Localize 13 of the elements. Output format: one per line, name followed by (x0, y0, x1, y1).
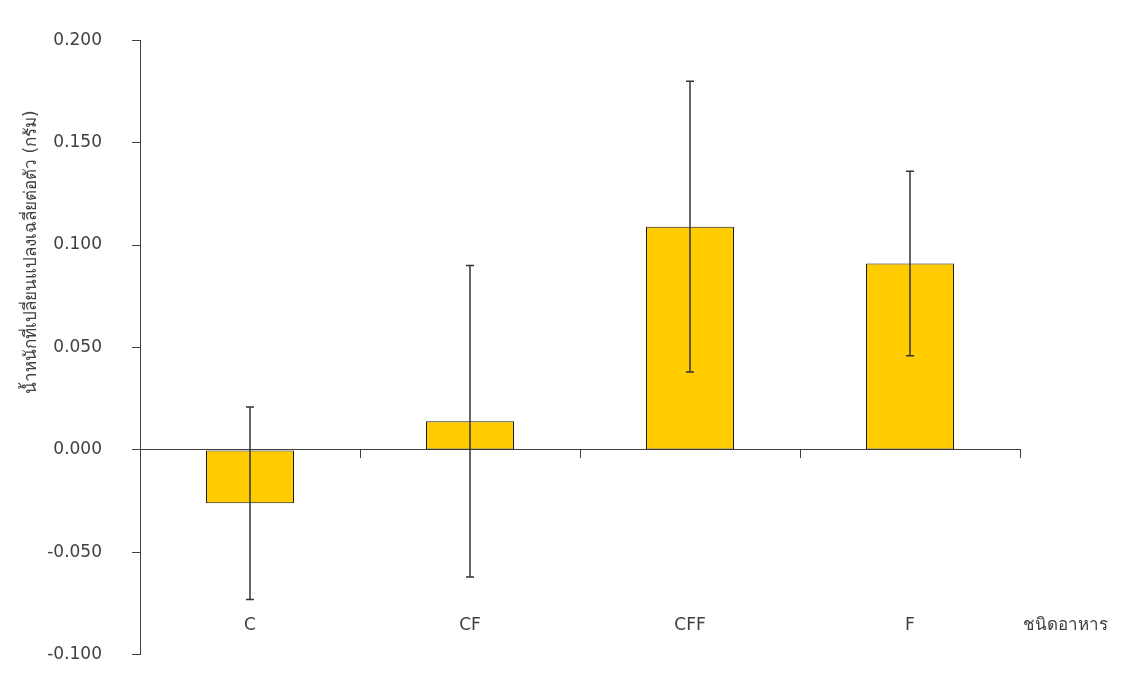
y-tick-label: 0.100 (53, 233, 102, 254)
y-tick-label: -0.050 (47, 540, 102, 561)
y-tick-label: 0.050 (53, 335, 102, 356)
y-tick-label: 0.150 (53, 131, 102, 152)
x-axis-title: ชนิดอาหาร (1023, 614, 1108, 635)
x-tick-label: CF (459, 614, 481, 635)
y-axis-title: น้ำหนักที่เปลี่ยนแปลงเฉลี่ยต่อตัว (กรัม) (18, 110, 41, 395)
x-tick-label: C (244, 614, 256, 635)
y-tick-label: -0.100 (47, 643, 102, 664)
x-tick-label: CFF (674, 614, 706, 635)
y-tick-label: 0.000 (53, 438, 102, 459)
x-tick-label: F (905, 614, 915, 635)
y-tick-label: 0.200 (53, 28, 102, 49)
